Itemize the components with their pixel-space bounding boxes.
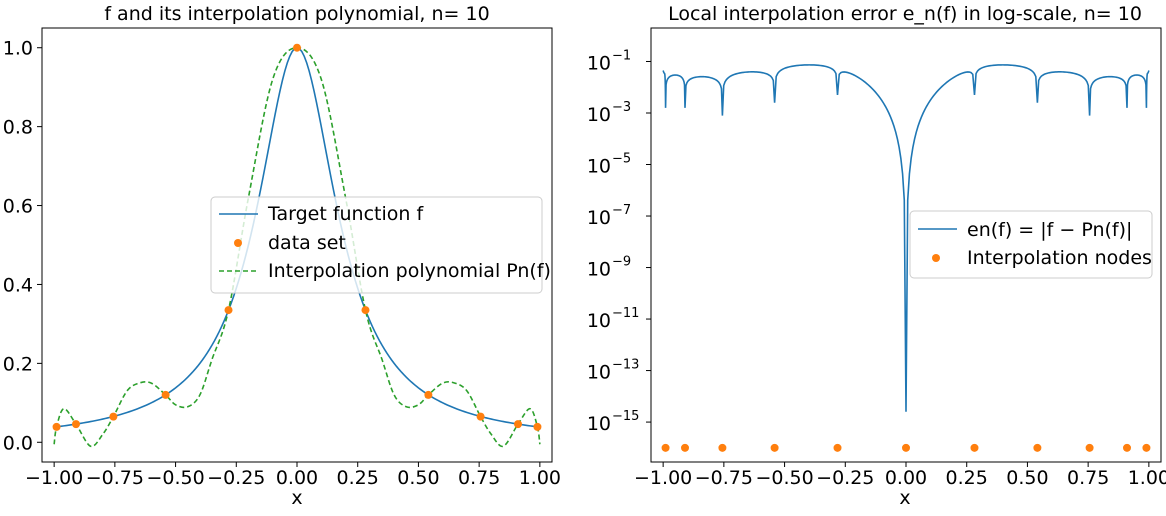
interpolation-node-point [833, 443, 842, 452]
interpolation-node-point [661, 443, 670, 452]
right-x-ticks: −1.00 −0.75 −0.50 −0.25 0.00 0.25 0.50 0.75 1.00 [634, 462, 1166, 489]
left-y-tick-label: 0.4 [3, 274, 33, 296]
legend-swatch-nodes [932, 254, 940, 262]
data-set-point [72, 420, 80, 429]
interpolation-chart: f and its interpolation polynomial, n= 1… [3, 3, 561, 509]
left-x-ticks: −1.00 −0.75 −0.50 −0.25 0.00 0.25 0.50 0.75 1.00 [25, 462, 561, 489]
left-y-tick-label: 0.0 [3, 432, 33, 454]
left-x-tick-label: 0.00 [276, 467, 318, 489]
left-series-layer [52, 43, 542, 448]
right-y-tick-label: 10 [587, 104, 611, 126]
interpolation-node-point [718, 443, 727, 452]
right-x-tick-label: −0.25 [816, 467, 874, 489]
interpolation-node-point [902, 443, 910, 452]
data-set-point [293, 43, 301, 52]
error-curve-line [662, 64, 1150, 412]
left-y-tick-label: 1.0 [3, 38, 33, 60]
right-x-tick-label: 1.00 [1128, 467, 1166, 489]
right-y-tick-label: 10 [587, 259, 611, 281]
right-y-tick-exponent: −5 [612, 152, 631, 167]
legend-label-target: Target function f [267, 203, 424, 225]
right-y-tick-exponent: −13 [612, 358, 639, 373]
left-x-tick-label: 0.50 [397, 467, 439, 489]
left-y-tick-label: 0.2 [3, 353, 33, 375]
interpolation-node-point [970, 443, 979, 452]
right-x-tick-label: −0.75 [695, 467, 753, 489]
right-y-tick-exponent: −1 [612, 48, 631, 63]
legend-swatch-data-set [234, 239, 242, 247]
left-legend: Target function f data set Interpolation… [210, 196, 551, 294]
left-x-tick-label: −0.25 [207, 467, 265, 489]
right-x-tick-label: 0.25 [946, 467, 988, 489]
left-x-tick-label: 0.25 [337, 467, 379, 489]
right-y-tick-exponent: −9 [612, 255, 631, 270]
right-x-tick-label: −1.00 [634, 467, 692, 489]
legend-label-nodes: Interpolation nodes [967, 247, 1152, 269]
data-set-point [361, 306, 370, 315]
right-y-tick-exponent: −3 [612, 100, 631, 115]
error-chart: Local interpolation error e_n(f) in log-… [587, 3, 1166, 509]
right-y-tick-exponent: −15 [612, 409, 639, 424]
left-legend-box [210, 196, 543, 294]
right-legend-box [909, 210, 1153, 279]
right-x-tick-label: 0.75 [1067, 467, 1109, 489]
interpolation-node-point [681, 443, 689, 452]
right-y-tick-label: 10 [587, 52, 611, 74]
left-x-tick-label: 1.00 [519, 467, 561, 489]
data-set-point [161, 390, 170, 399]
right-series-layer [661, 64, 1151, 452]
right-y-tick-exponent: −11 [612, 306, 639, 321]
left-x-tick-label: −0.50 [146, 467, 204, 489]
right-legend: en(f) = |f − Pn(f)| Interpolation nodes [909, 210, 1153, 279]
left-x-axis-label: x [291, 487, 302, 509]
right-x-tick-label: 0.50 [1006, 467, 1048, 489]
data-set-point [109, 412, 118, 421]
left-x-tick-label: −0.75 [86, 467, 144, 489]
data-set-point [476, 412, 485, 421]
right-x-tick-label: −0.50 [755, 467, 813, 489]
interpolation-node-point [1123, 443, 1131, 452]
data-set-point [424, 390, 433, 399]
right-chart-title: Local interpolation error e_n(f) in log-… [668, 3, 1142, 25]
data-set-point [533, 422, 542, 431]
data-set-point [224, 306, 233, 315]
right-y-tick-label: 10 [587, 310, 611, 332]
left-y-tick-label: 0.8 [3, 117, 33, 139]
data-set-point [52, 422, 61, 431]
interpolation-node-point [1142, 443, 1151, 452]
right-x-axis-label: x [899, 487, 910, 509]
interpolation-node-point [770, 443, 779, 452]
left-y-tick-label: 0.6 [3, 196, 33, 218]
interpolation-node-point [1033, 443, 1042, 452]
left-y-ticks: 0.0 0.2 0.4 0.6 0.8 1.0 [3, 38, 42, 454]
right-y-tick-label: 10 [587, 207, 611, 229]
data-set-point [514, 420, 522, 429]
left-x-tick-label: −1.00 [25, 467, 83, 489]
left-chart-title: f and its interpolation polynomial, n= 1… [104, 3, 489, 25]
interpolation-node-point [1085, 443, 1094, 452]
legend-label-polynomial: Interpolation polynomial Pn(f) [268, 260, 551, 282]
right-y-tick-label: 10 [587, 156, 611, 178]
legend-label-error: en(f) = |f − Pn(f)| [967, 219, 1132, 241]
legend-label-data-set: data set [268, 232, 346, 254]
left-x-tick-label: 0.75 [458, 467, 500, 489]
right-y-tick-label: 10 [587, 362, 611, 384]
right-y-tick-exponent: −7 [612, 203, 631, 218]
right-x-tick-label: 0.00 [885, 467, 927, 489]
right-y-tick-label: 10 [587, 413, 611, 435]
